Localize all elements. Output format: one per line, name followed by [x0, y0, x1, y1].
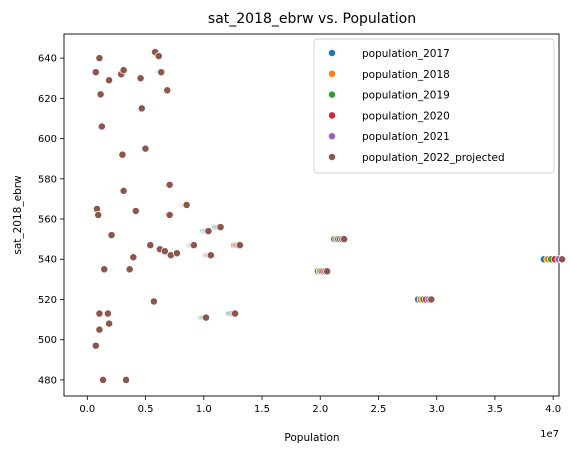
- y-tick-label: 600: [38, 134, 57, 145]
- x-tick-label: 1.0: [196, 404, 212, 415]
- data-point: [235, 241, 244, 250]
- data-point: [99, 375, 107, 384]
- data-point: [558, 255, 567, 264]
- data-point: [323, 267, 332, 276]
- legend-marker: [328, 69, 336, 78]
- plot-frame: [63, 33, 560, 397]
- data-point: [231, 309, 240, 318]
- legend-entry: population_2019: [362, 90, 450, 102]
- x-axis-offset-label: 1e7: [540, 429, 559, 440]
- data-point: [163, 86, 172, 95]
- data-point: [91, 68, 100, 77]
- legend-entry: population_2020: [362, 110, 450, 122]
- data-point: [122, 375, 131, 384]
- legend-marker: [328, 49, 336, 57]
- legend-box: [313, 38, 555, 174]
- data-point: [129, 253, 138, 262]
- x-axis-ticks: 0.0 0.5 1.0 1.5 2.0 2.5 3.0 3.5 4.0: [79, 396, 561, 415]
- x-axis-label: Population: [284, 432, 339, 444]
- y-tick-label: 520: [38, 295, 57, 306]
- data-point: [202, 313, 210, 322]
- chart-title: sat_2018_ebrw vs. Population: [208, 11, 416, 27]
- data-point: [97, 122, 106, 131]
- data-point: [427, 295, 436, 304]
- legend-entry: population_2022_projected: [362, 152, 505, 164]
- data-point: [204, 227, 213, 236]
- x-tick-label: 2.5: [371, 404, 387, 415]
- x-tick-label: 0.5: [138, 404, 154, 415]
- data-point: [172, 249, 181, 258]
- data-point: [182, 200, 191, 209]
- data-point: [165, 211, 174, 219]
- data-point: [160, 247, 169, 256]
- data-point: [105, 319, 114, 328]
- y-tick-label: 480: [38, 375, 57, 386]
- legend-entry: population_2017: [362, 48, 450, 60]
- data-point: [149, 297, 158, 306]
- legend-marker: [328, 132, 336, 141]
- y-tick-label: 620: [38, 94, 57, 105]
- x-tick-label: 0.0: [79, 404, 95, 415]
- legend-marker: [328, 153, 336, 161]
- data-point: [119, 66, 128, 75]
- data-point: [146, 241, 155, 250]
- y-axis-ticks: 480 500 520 540 560 580 600 620 640: [38, 54, 64, 386]
- y-tick-label: 500: [38, 335, 57, 346]
- data-point: [125, 265, 134, 274]
- data-point: [131, 207, 140, 215]
- data-point: [119, 186, 128, 195]
- data-point: [95, 309, 104, 318]
- y-tick-label: 540: [38, 255, 57, 266]
- legend-entry: population_2018: [362, 69, 450, 81]
- data-point: [96, 90, 105, 99]
- data-point: [95, 54, 104, 63]
- x-tick-label: 1.5: [254, 404, 270, 415]
- data-point: [216, 223, 225, 232]
- data-point: [103, 309, 112, 318]
- y-axis-label: sat_2018_ebrw: [12, 175, 24, 255]
- data-point: [189, 241, 198, 250]
- y-tick-label: 580: [38, 174, 57, 185]
- data-point: [118, 150, 127, 159]
- data-point: [141, 144, 150, 153]
- legend: population_2017 population_2018 population…: [313, 38, 555, 174]
- data-point: [94, 211, 103, 219]
- x-tick-label: 3.0: [429, 404, 445, 415]
- data-point: [100, 265, 109, 274]
- data-point: [91, 341, 100, 350]
- y-tick-label: 640: [38, 54, 57, 65]
- data-points: [91, 48, 567, 384]
- data-point: [340, 235, 349, 244]
- data-point: [165, 180, 174, 189]
- data-point: [206, 251, 215, 260]
- legend-entry: population_2021: [362, 131, 450, 143]
- data-point: [137, 104, 146, 113]
- data-point: [105, 76, 114, 85]
- x-tick-label: 2.0: [312, 404, 328, 415]
- legend-marker: [328, 111, 336, 120]
- data-point: [136, 74, 145, 83]
- data-point: [157, 68, 166, 77]
- x-tick-label: 4.0: [545, 404, 561, 415]
- x-tick-label: 3.5: [487, 404, 503, 415]
- data-point: [95, 325, 104, 334]
- y-tick-label: 560: [38, 215, 57, 226]
- legend-marker: [328, 90, 336, 99]
- data-point: [107, 231, 116, 240]
- data-point: [154, 52, 163, 61]
